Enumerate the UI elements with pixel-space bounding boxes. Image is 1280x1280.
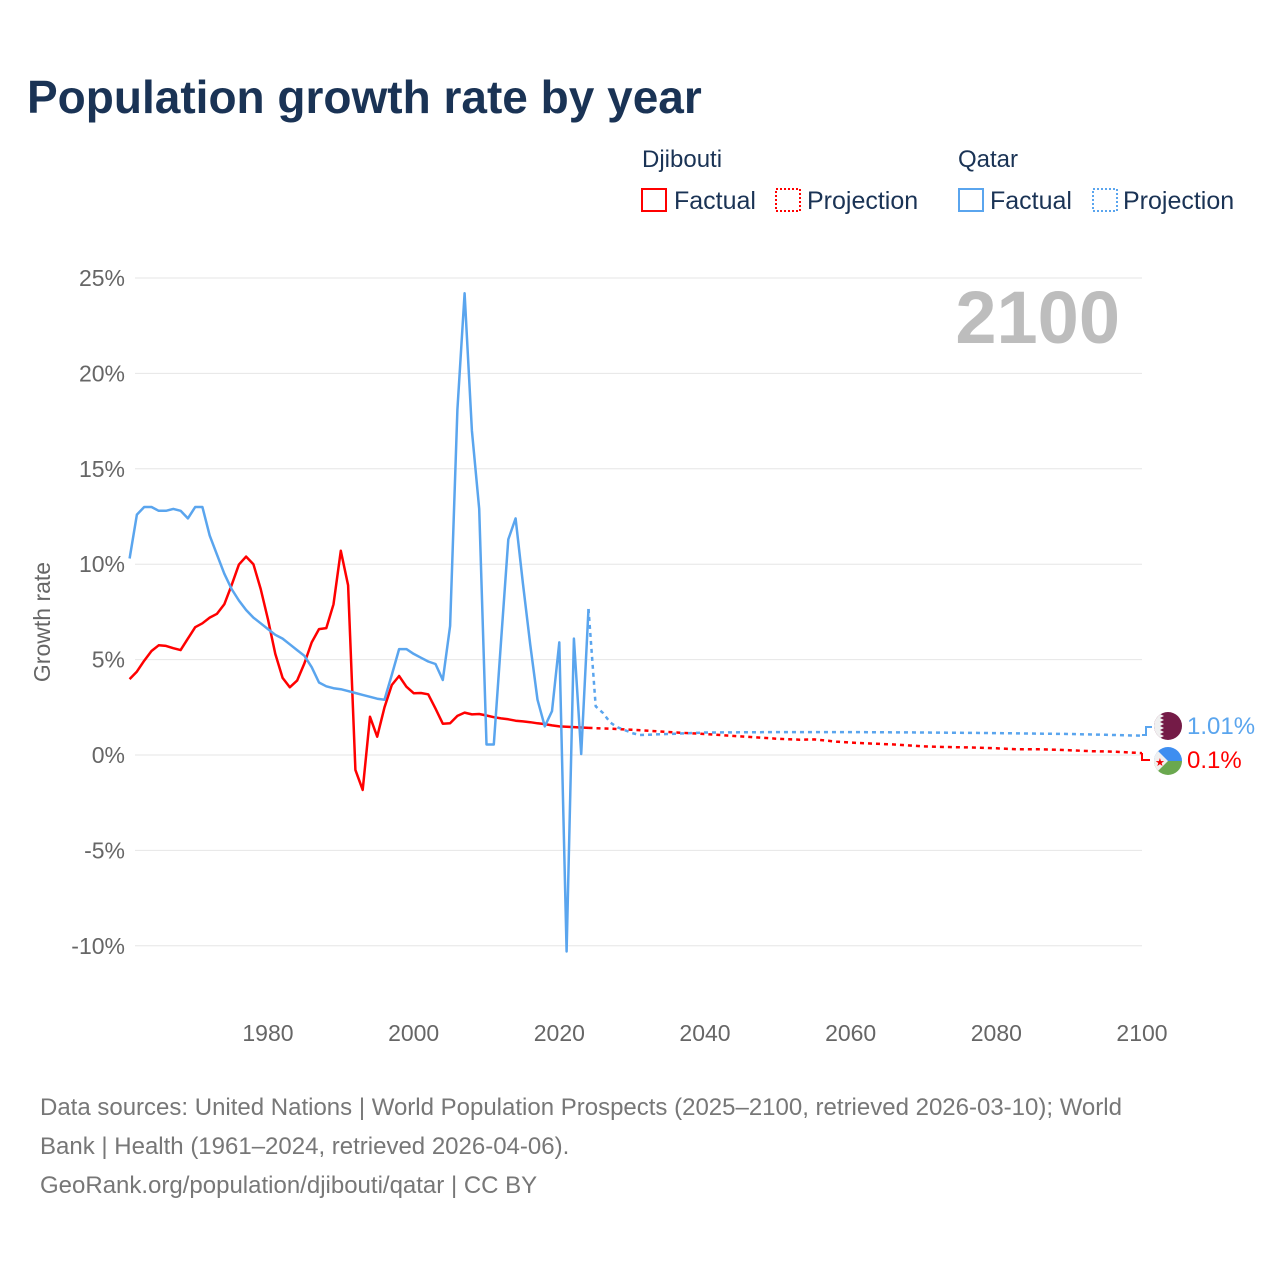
legend-swatch-djibouti-factual [641,188,667,212]
x-tick-labels: 1980 2000 2020 2040 2060 2080 2100 [242,1020,1167,1046]
legend-label-djibouti-factual[interactable]: Factual [674,187,756,215]
svg-text:★: ★ [1155,757,1165,769]
y-tick-label: 10% [79,551,125,577]
y-tick-label: 20% [79,360,125,386]
qatar-end-value: 1.01% [1187,713,1255,740]
y-tick-labels: 25% 20% 15% 10% 5% 0% -5% -10% [71,265,125,959]
legend-swatch-djibouti-projection [775,188,801,212]
x-tick-label: 2100 [1116,1020,1167,1046]
legend: Djibouti Factual Projection Qatar Factua… [641,146,1234,215]
legend-label-qatar-projection[interactable]: Projection [1123,187,1234,215]
x-tick-label: 1980 [242,1020,293,1046]
x-tick-label: 2080 [971,1020,1022,1046]
qatar-factual-line [128,292,590,953]
end-markers: ★ 1.01% 0.1% [1141,712,1255,775]
y-tick-label: -10% [71,933,125,959]
legend-group-qatar: Qatar [958,146,1018,173]
y-tick-label: 0% [92,742,125,768]
footer: Data sources: United Nations | World Pop… [40,1088,1122,1205]
x-tick-label: 2060 [825,1020,876,1046]
legend-group-djibouti: Djibouti [642,146,722,173]
x-tick-label: 2040 [679,1020,730,1046]
djibouti-factual-line [128,549,589,792]
legend-swatch-qatar-projection [1092,188,1118,212]
y-tick-label: 15% [79,456,125,482]
y-tick-label: 5% [92,647,125,673]
y-axis-label: Growth rate [29,562,55,682]
djibouti-flag-icon: ★ [1154,747,1182,775]
x-tick-label: 2020 [534,1020,585,1046]
y-tick-label: 25% [79,265,125,291]
legend-swatch-qatar-factual [958,188,984,212]
qatar-end-connector [1142,726,1152,736]
series-lines [128,292,1143,953]
gridlines [135,277,1142,947]
chart-title: Population growth rate by year [27,71,702,123]
legend-label-djibouti-projection[interactable]: Projection [807,187,918,215]
footer-sources-line-1: Data sources: United Nations | World Pop… [40,1094,1122,1121]
djibouti-end-value: 0.1% [1187,747,1242,774]
footer-sources-line-2: Bank | Health (1961–2024, retrieved 2026… [40,1133,570,1160]
current-year-watermark: 2100 [955,276,1120,359]
djibouti-end-connector [1141,753,1150,761]
y-tick-label: -5% [84,837,125,863]
qatar-projection-line [587,608,1143,737]
footer-attribution-link[interactable]: GeoRank.org/population/djibouti/qatar | … [40,1172,538,1199]
x-tick-label: 2000 [388,1020,439,1046]
qatar-flag-icon [1154,712,1182,740]
legend-label-qatar-factual[interactable]: Factual [990,187,1072,215]
